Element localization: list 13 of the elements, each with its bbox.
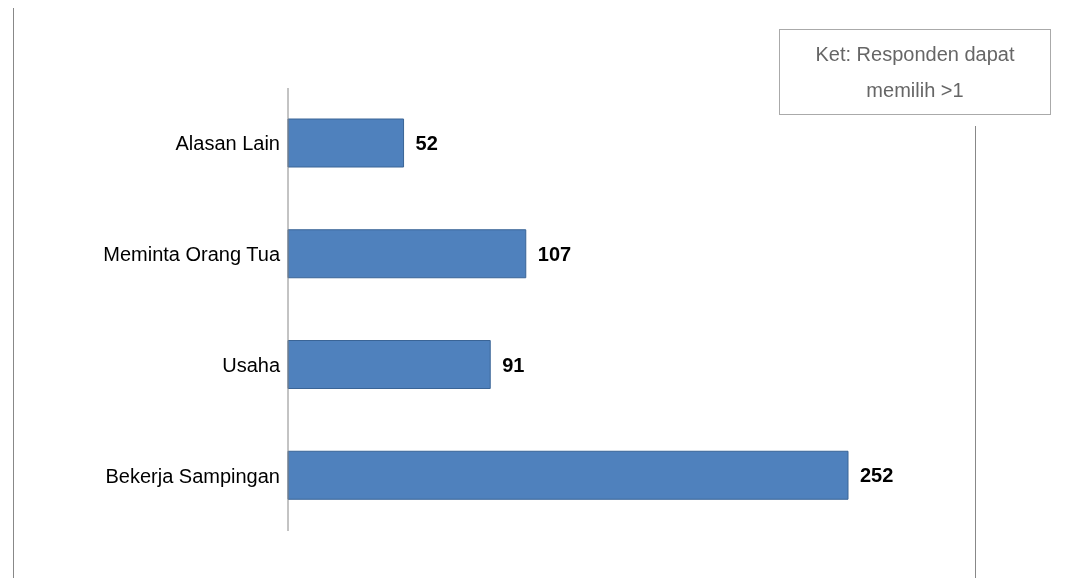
y-tick-label: Usaha — [222, 353, 281, 376]
bar — [287, 229, 527, 279]
bar — [287, 118, 405, 168]
y-tick-label: Alasan Lain — [175, 132, 280, 155]
data-label: 252 — [860, 464, 894, 487]
bar — [287, 340, 491, 389]
y-tick-label: Meminta Orang Tua — [103, 243, 281, 266]
data-label: 91 — [502, 353, 525, 376]
data-label: 52 — [415, 132, 438, 155]
annotation: Ket: Responden dapat memilih >1 — [780, 30, 1050, 114]
bar — [287, 450, 849, 500]
y-tick-label: Bekerja Sampingan — [105, 464, 280, 487]
data-label: 107 — [537, 242, 572, 265]
